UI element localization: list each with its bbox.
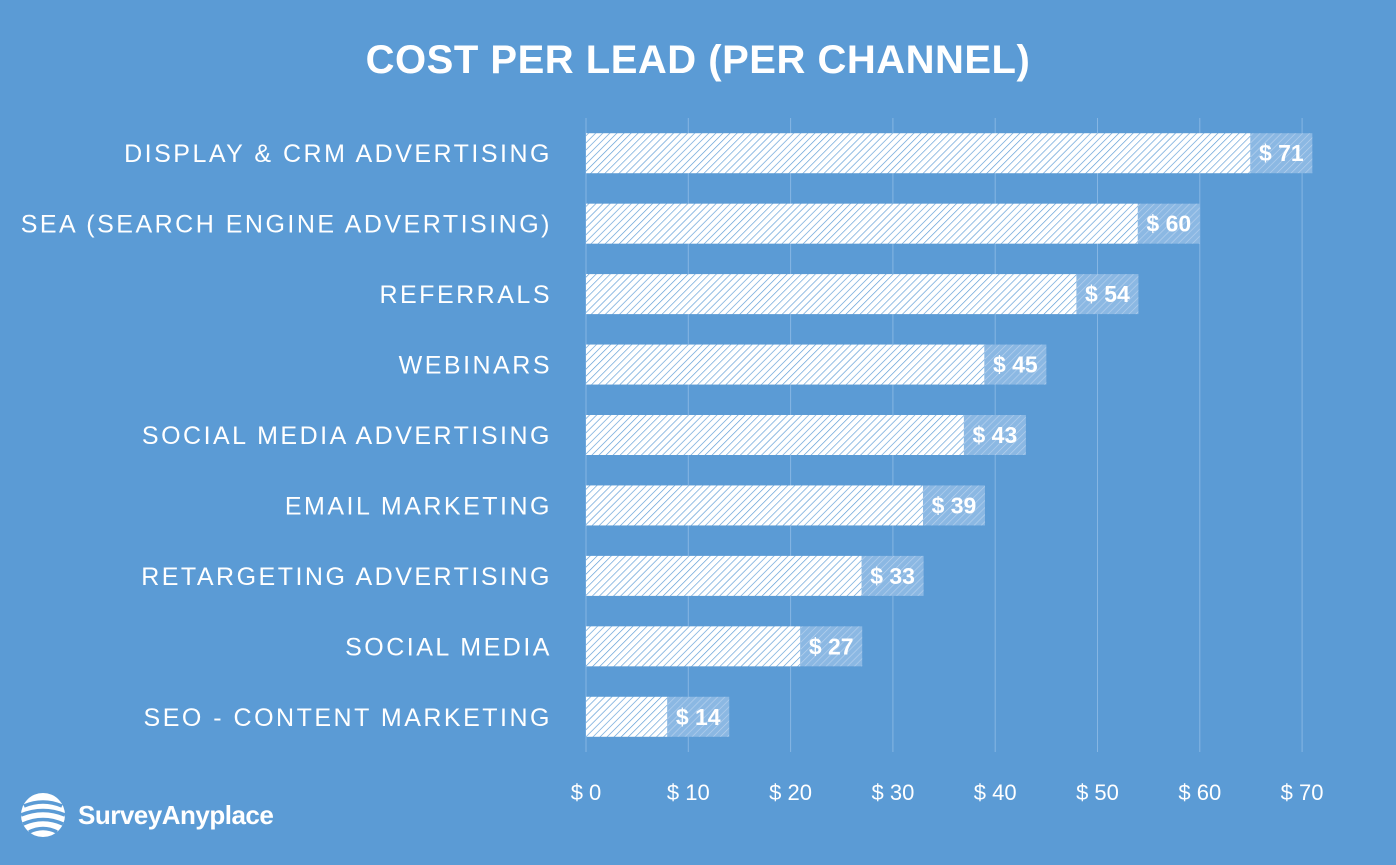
data-label: $ 54: [1085, 281, 1130, 307]
data-label-background: [1137, 203, 1200, 244]
data-label: $ 27: [809, 633, 854, 659]
category-label: SEO - CONTENT MARKETING: [144, 704, 552, 732]
data-label-background: [1076, 274, 1139, 315]
category-label: EMAIL MARKETING: [285, 492, 552, 520]
x-tick-label: $ 70: [1281, 780, 1324, 805]
data-label-background: [963, 415, 1026, 455]
category-label: DISPLAY & CRM ADVERTISING: [124, 140, 552, 168]
bar: [586, 203, 1138, 244]
data-label: $ 43: [973, 422, 1018, 448]
data-label-background: [861, 555, 924, 596]
category-label: RETARGETING ADVERTISING: [141, 563, 552, 591]
x-axis-ticks: $ 0 $ 10 $ 20 $ 30 $ 40 $ 50 $ 60 $ 70: [571, 780, 1324, 805]
category-label: SEA (SEARCH ENGINE ADVERTISING): [21, 211, 552, 239]
data-label: $ 33: [870, 563, 915, 589]
category-labels: DISPLAY & CRM ADVERTISING SEA (SEARCH ENG…: [21, 140, 552, 732]
data-label: $ 45: [993, 352, 1038, 378]
category-label: SOCIAL MEDIA ADVERTISING: [142, 422, 552, 450]
chart-title: COST PER LEAD (PER CHANNEL): [365, 38, 1031, 82]
data-label: $ 71: [1259, 140, 1304, 166]
bar: [586, 626, 801, 667]
bars: $ 71 $ 60 $ 54 $ 45 $ 43 $ 39 $ 33 $ 27 $ 14: [586, 133, 1313, 737]
bar: [586, 274, 1077, 315]
x-tick-label: $ 40: [974, 780, 1017, 805]
brand-name: SurveyAnyplace: [78, 799, 274, 830]
x-tick-label: $ 60: [1178, 780, 1221, 805]
x-tick-label: $ 20: [769, 780, 812, 805]
x-tick-label: $ 0: [571, 780, 602, 805]
brand-logo: SurveyAnyplace: [18, 787, 274, 843]
data-label-background: [1250, 133, 1313, 174]
x-tick-label: $ 10: [667, 780, 710, 805]
data-label: $ 14: [676, 704, 721, 730]
category-label: REFERRALS: [379, 281, 552, 309]
bar: [586, 555, 862, 596]
bar: [586, 133, 1251, 174]
data-label-background: [922, 485, 985, 526]
data-label-background: [667, 696, 730, 737]
globe-icon: [20, 793, 66, 837]
data-label: $ 39: [932, 492, 977, 518]
bar: [586, 696, 668, 737]
category-label: SOCIAL MEDIA: [345, 633, 552, 661]
bar: [586, 485, 923, 526]
bar: [586, 415, 964, 455]
data-label: $ 60: [1146, 211, 1191, 237]
data-label-background: [800, 626, 863, 667]
data-label-background: [984, 344, 1047, 385]
bar: [586, 344, 985, 385]
x-tick-label: $ 30: [871, 780, 914, 805]
category-label: WEBINARS: [399, 352, 552, 380]
x-tick-label: $ 50: [1076, 780, 1119, 805]
